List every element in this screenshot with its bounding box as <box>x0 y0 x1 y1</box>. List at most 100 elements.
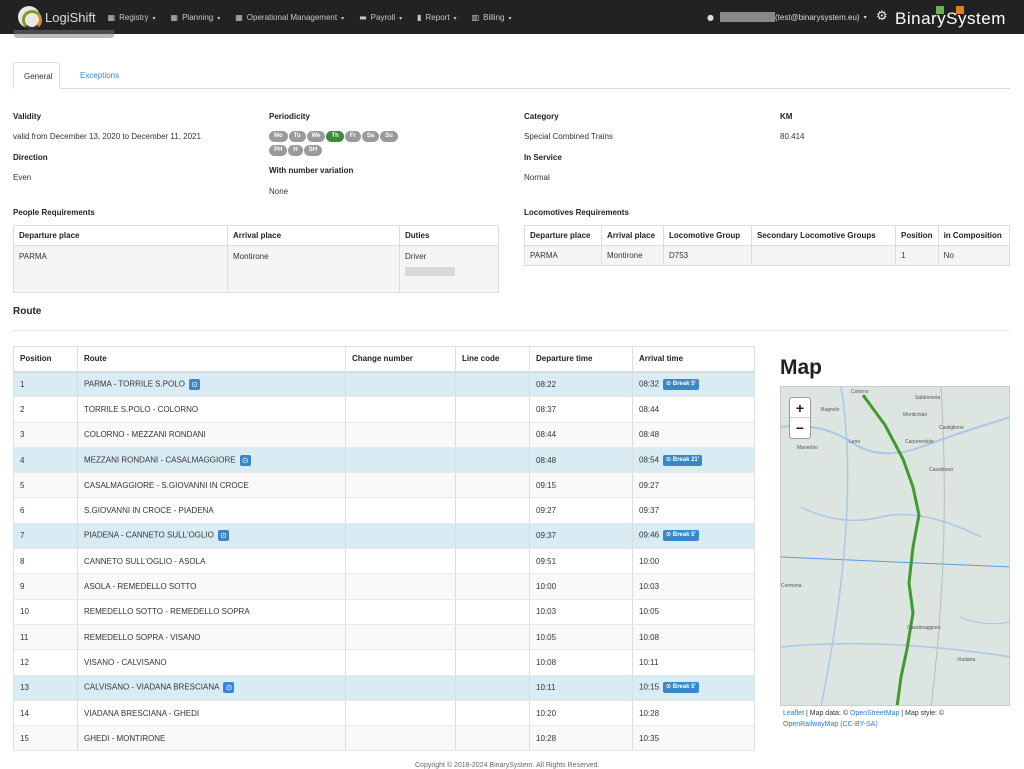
menu-registry[interactable]: ▦ Registry ▾ <box>108 13 156 22</box>
route-name: COLORNO - MEZZANI RONDANI <box>84 430 206 440</box>
user-menu[interactable]: ● (test@binarysystem.eu) ▾ <box>707 12 867 22</box>
line-code-cell <box>455 573 530 600</box>
map-place-label: Casalmoro <box>929 467 954 473</box>
change-number-cell <box>345 472 456 499</box>
departure-cell: 09:51 <box>529 548 633 575</box>
caret-down-icon: ▾ <box>152 14 156 22</box>
map-place-label: Casalmaggiore <box>907 625 941 631</box>
gear-icon[interactable]: ⚙ <box>876 9 888 24</box>
app-name: LogiShift <box>45 9 96 25</box>
departure-cell: 10:05 <box>529 624 633 651</box>
tab-general[interactable]: General <box>13 62 60 89</box>
menu-report[interactable]: ▮ Report ▾ <box>417 13 456 22</box>
route-name: VIADANA BRESCIANA - GHEDI <box>84 708 200 718</box>
zoom-in-button[interactable]: + <box>790 398 810 418</box>
number-variation-value: None <box>269 187 289 196</box>
clock-icon[interactable]: ⊙ <box>223 682 235 694</box>
column-header: in Composition <box>938 225 1011 246</box>
validity-label: Validity <box>13 112 42 121</box>
departure-cell: 08:37 <box>529 396 633 423</box>
arrival-time: 09:46 <box>639 531 660 541</box>
license-link[interactable]: (CC-BY-SA) <box>840 721 878 728</box>
zoom-control: + − <box>789 397 811 439</box>
route-name: REMEDELLO SOTTO - REMEDELLO SOPRA <box>84 607 250 617</box>
menu-payroll[interactable]: ▬ Payroll ▾ <box>359 13 402 22</box>
day-badge: Th <box>326 131 344 142</box>
break-badge: ⊙ Break 5' <box>663 530 699 542</box>
arrival-time: 09:27 <box>639 480 660 490</box>
break-badge: ⊙ Break 21' <box>663 454 703 466</box>
direction-label: Direction <box>13 153 48 162</box>
map-place-label: Colorno <box>851 389 869 395</box>
position-cell: 9 <box>13 573 78 600</box>
menu-label: Operational Management <box>246 12 338 22</box>
route-cell: TORRILE S.POLO - COLORNO <box>77 396 346 423</box>
clock-icon[interactable]: ⊙ <box>239 454 251 466</box>
line-code-cell <box>455 472 530 499</box>
departure-cell: 09:15 <box>529 472 633 499</box>
zoom-out-button[interactable]: − <box>795 420 805 436</box>
route-name: GHEDI - MONTIRONE <box>84 733 166 743</box>
table-row: PARMA Montirone Driver <box>13 245 499 293</box>
map-place-label: Carpenedolo <box>905 439 934 445</box>
arrival-cell: 10:03 <box>632 573 755 600</box>
column-header: Arrival place <box>601 225 664 246</box>
table-row: 3 COLORNO - MEZZANI RONDANI 08:44 08:48 <box>13 422 755 448</box>
map-place-label: Manerbio <box>797 445 818 451</box>
openrailwaymap-link[interactable]: OpenRailwayMap <box>783 721 839 728</box>
category-value: Special Combined Trains <box>524 132 613 141</box>
arrival-time: 08:32 <box>639 379 660 389</box>
table-cell: 1 <box>895 245 939 266</box>
line-code-cell <box>455 599 530 625</box>
line-code-cell <box>455 371 530 398</box>
arrival-cell: 10:08 <box>632 624 755 651</box>
periodicity-label: Periodicity <box>269 112 310 121</box>
brand-square-orange <box>956 6 964 14</box>
route-cell: REMEDELLO SOPRA - VISANO <box>77 624 346 651</box>
tab-exceptions[interactable]: Exceptions <box>80 71 120 80</box>
column-header: Departure time <box>529 346 633 373</box>
map-place-label: Castiglione <box>939 425 964 431</box>
locomotives-requirements-table: Departure place Arrival place Locomotive… <box>524 225 1011 266</box>
app-logo[interactable]: LogiShift <box>18 6 108 30</box>
change-number-cell <box>345 725 456 752</box>
route-cell: S.GIOVANNI IN CROCE - PIADENA <box>77 497 346 524</box>
menu-planning[interactable]: ▦ Planning ▾ <box>171 13 221 22</box>
menu-billing[interactable]: ▥ Billing ▾ <box>472 13 512 22</box>
redacted-username <box>719 12 775 22</box>
position-cell: 12 <box>13 649 78 676</box>
arrival-cell: 09:37 <box>632 497 755 524</box>
divider <box>13 330 1010 331</box>
column-header: Change number <box>345 346 456 373</box>
menu-label: Billing <box>483 12 505 22</box>
departure-cell: 10:11 <box>529 675 633 701</box>
table-cell: Montirone <box>601 245 664 266</box>
route-table: Position Route Change number Line code D… <box>13 346 755 752</box>
map-place-label: Viadana <box>957 657 976 663</box>
menu-label: Registry <box>119 12 149 22</box>
departure-cell: 10:00 <box>529 573 633 600</box>
position-cell: 14 <box>13 700 78 727</box>
route-map[interactable]: Colorno Sabbioneta Bagnolo Montichiari C… <box>780 386 1010 706</box>
departure-cell: 10:08 <box>529 649 633 676</box>
route-cell: REMEDELLO SOTTO - REMEDELLO SOPRA <box>77 599 346 625</box>
column-header: Departure place <box>524 225 602 246</box>
route-name: ASOLA - REMEDELLO SOTTO <box>84 582 197 592</box>
leaflet-link[interactable]: Leaflet <box>783 710 805 717</box>
route-cell: CASALMAGGIORE - S.GIOVANNI IN CROCE <box>77 472 346 499</box>
caret-down-icon: ▾ <box>399 14 403 22</box>
table-row: 11 REMEDELLO SOPRA - VISANO 10:05 10:08 <box>13 624 755 651</box>
day-badge: Mo <box>269 131 288 142</box>
position-cell: 4 <box>13 447 78 474</box>
money-icon: ▬ <box>359 12 367 22</box>
route-cell: CALVISANO - VIADANA BRESCIANA ⊙ <box>77 675 346 701</box>
menu-operational-management[interactable]: ▦ Operational Management ▾ <box>235 13 344 22</box>
line-code-cell <box>455 523 530 550</box>
category-label: Category <box>524 112 559 121</box>
clock-icon[interactable]: ⊙ <box>188 378 200 390</box>
clock-icon[interactable]: ⊙ <box>217 530 229 542</box>
osm-link[interactable]: OpenStreetMap <box>849 710 900 717</box>
file-icon: ▮ <box>417 12 422 22</box>
map-title: Map <box>780 356 822 379</box>
menu-label: Planning <box>182 12 214 22</box>
